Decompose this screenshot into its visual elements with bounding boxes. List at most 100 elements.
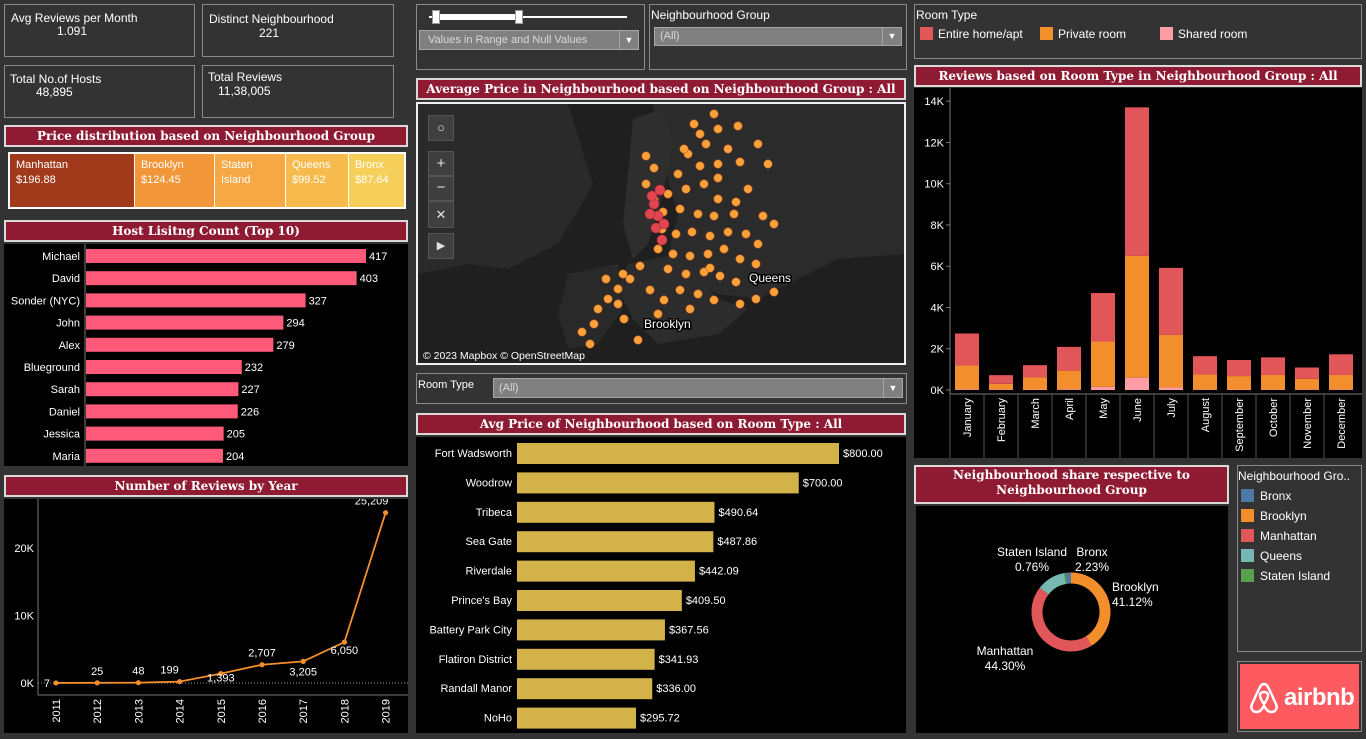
legend-swatch-bronx[interactable] — [1241, 489, 1254, 502]
stack-bar-segment — [1261, 357, 1285, 375]
stack-x-tick-label: November — [1302, 398, 1314, 449]
host-tick-label: Blueground — [24, 362, 80, 374]
range-slider-track[interactable] — [429, 16, 627, 18]
legend-swatch-manhattan[interactable] — [1241, 529, 1254, 542]
stack-bar-segment — [1091, 341, 1115, 387]
map-land-nj — [418, 104, 593, 274]
legend-swatch-shared-room[interactable] — [1160, 27, 1173, 40]
stack-bar-segment — [1125, 377, 1149, 390]
year-point — [53, 680, 59, 686]
map-price-point — [675, 204, 685, 214]
legend-label-private-room[interactable]: Private room — [1058, 27, 1127, 41]
stack-x-tick-label: April — [1064, 398, 1076, 420]
legend-swatch-entire-home[interactable] — [920, 27, 933, 40]
airbnb-logo-icon — [1250, 682, 1278, 714]
reviews-by-year-title: Number of Reviews by Year — [4, 475, 408, 497]
price-tick-label: Flatiron District — [439, 654, 512, 666]
donut-label-name: Brooklyn — [1112, 580, 1159, 594]
chevron-down-icon[interactable]: ▼ — [619, 31, 638, 49]
price-tick-label: Battery Park City — [429, 624, 512, 636]
treemap-cell-queens[interactable]: Queens $99.52 — [286, 154, 348, 207]
kpi-avg-reviews: Avg Reviews per Month 1.091 — [4, 4, 195, 57]
legend-swatch-staten-island[interactable] — [1241, 569, 1254, 582]
airbnb-logo: airbnb — [1237, 661, 1362, 732]
donut-label-name: Bronx — [1076, 545, 1107, 559]
stack-y-tick-label: 6K — [931, 261, 945, 273]
stack-x-tick-label: October — [1268, 398, 1280, 437]
legend-label-manhattan[interactable]: Manhattan — [1260, 529, 1317, 543]
stack-bar-segment — [989, 375, 1013, 384]
map-panel[interactable]: Queens Brooklyn © 2023 Mapbox © OpenStre… — [416, 102, 906, 365]
price-tick-label: Sea Gate — [466, 536, 512, 548]
map-price-point — [709, 295, 719, 305]
legend-label-staten-island[interactable]: Staten Island — [1260, 569, 1331, 583]
donut-label-value: 41.12% — [1112, 595, 1153, 609]
map-price-point — [663, 189, 673, 199]
legend-label-brooklyn[interactable]: Brooklyn — [1260, 509, 1307, 523]
stack-bar-segment — [1057, 346, 1081, 371]
map-play-button[interactable]: ▶ — [428, 233, 454, 259]
year-data-label: 48 — [132, 666, 144, 678]
price-tick-label: Prince's Bay — [451, 595, 512, 607]
legend-swatch-brooklyn[interactable] — [1241, 509, 1254, 522]
host-bar — [86, 382, 239, 397]
year-x-tick-label: 2011 — [51, 699, 63, 723]
price-data-label: $490.64 — [718, 507, 758, 519]
map-price-point — [649, 163, 659, 173]
range-slider-low-handle[interactable] — [431, 10, 440, 24]
stack-x-tick-label: August — [1200, 398, 1212, 432]
legend-swatch-queens[interactable] — [1241, 549, 1254, 562]
neighbourhood-group-dropdown[interactable]: (All) ▼ — [654, 27, 902, 46]
range-slider-high-handle[interactable] — [515, 10, 524, 24]
legend-swatch-private-room[interactable] — [1040, 27, 1053, 40]
map-price-point — [733, 121, 743, 131]
map-canvas[interactable]: Queens Brooklyn © 2023 Mapbox © OpenStre… — [418, 104, 904, 363]
treemap-cell-manhattan[interactable]: Manhattan $196.88 — [10, 154, 134, 207]
map-price-point — [713, 173, 723, 183]
legend-label-entire-home[interactable]: Entire home/apt — [938, 27, 1023, 41]
map-price-point — [743, 184, 753, 194]
host-bar — [86, 360, 242, 374]
map-price-point — [593, 304, 603, 314]
map-price-point — [633, 335, 643, 345]
price-bar — [517, 531, 714, 553]
legend-label-shared-room[interactable]: Shared room — [1178, 27, 1248, 41]
host-data-label: 227 — [241, 384, 259, 396]
range-filter-dropdown[interactable]: Values in Range and Null Values ▼ — [419, 30, 639, 50]
chevron-down-icon[interactable]: ▼ — [883, 379, 902, 397]
map-price-point — [681, 184, 691, 194]
map-zoom-in-button[interactable]: + — [428, 151, 454, 176]
legend-label-queens[interactable]: Queens — [1260, 549, 1303, 563]
map-price-point — [671, 229, 681, 239]
map-pin-button[interactable]: ✕ — [428, 201, 454, 228]
price-tick-label: Tribeca — [476, 507, 513, 519]
map-price-point — [741, 229, 751, 239]
host-tick-label: Alex — [59, 340, 81, 352]
year-y-tick-label: 10K — [14, 610, 34, 622]
treemap-cell-staten-island[interactable]: Staten Island — [215, 154, 285, 207]
stack-x-tick-label: September — [1234, 398, 1246, 452]
cell-name: Queens — [292, 159, 331, 171]
map-zoom-out-button[interactable]: − — [428, 176, 454, 201]
host-data-label: 279 — [276, 340, 294, 352]
avg-price-room-chart: Fort Wadsworth $800.00 Woodrow $700.00 Tribe… — [429, 443, 883, 729]
room-type-dropdown[interactable]: (All) ▼ — [493, 378, 903, 398]
treemap-cell-brooklyn[interactable]: Brooklyn $124.45 — [135, 154, 214, 207]
map-price-point — [719, 244, 729, 254]
host-bar — [86, 448, 223, 463]
year-point — [218, 670, 224, 677]
map-price-point — [673, 169, 683, 179]
stack-bar-segment — [1329, 374, 1353, 390]
map-search-button[interactable]: ○ — [428, 115, 454, 141]
stack-y-tick-label: 0K — [931, 385, 945, 397]
map-price-point — [681, 269, 691, 279]
chevron-down-icon[interactable]: ▼ — [882, 28, 901, 45]
year-x-tick-label: 2013 — [133, 699, 145, 723]
year-point — [383, 510, 389, 516]
year-x-tick-label: 2017 — [298, 699, 310, 723]
price-data-label: $700.00 — [803, 477, 843, 489]
treemap-cell-bronx[interactable]: Bronx $87.64 — [349, 154, 404, 207]
legend-label-bronx[interactable]: Bronx — [1260, 489, 1292, 503]
year-point — [135, 680, 141, 686]
map-price-point-high — [654, 184, 666, 196]
